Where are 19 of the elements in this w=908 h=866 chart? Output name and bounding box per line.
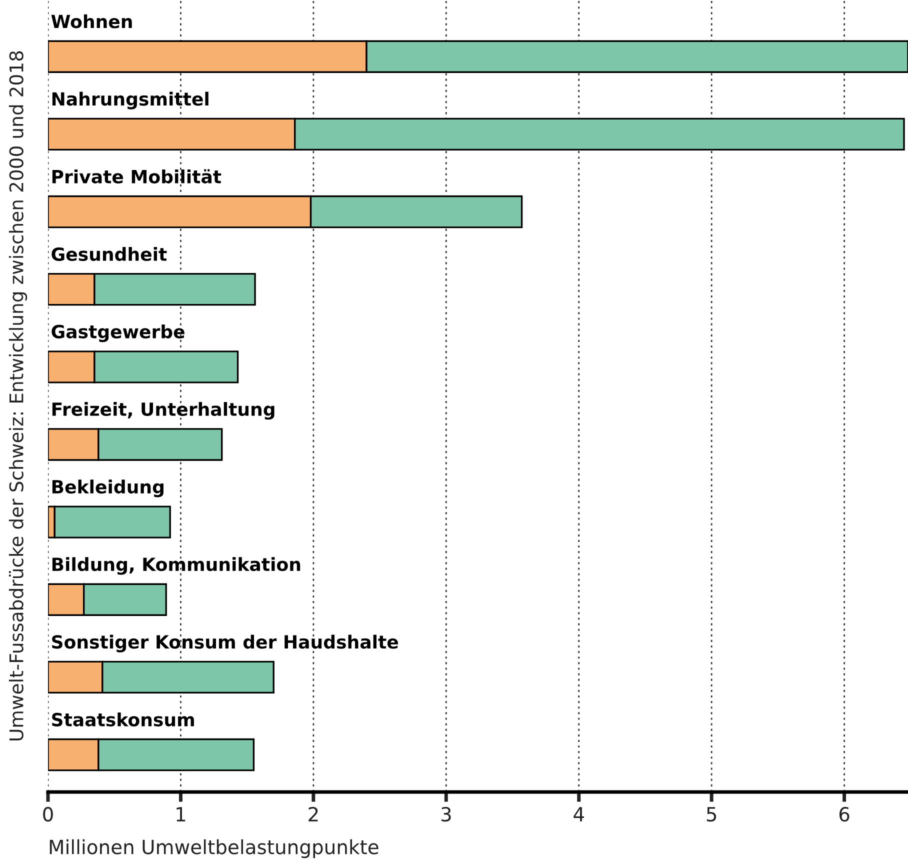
x-tick-label: 3 (441, 806, 451, 822)
y-axis-title: Umwelt-Fussabdrücke der Schweiz: Entwicklung zwischen 2000 und 2018 (8, 51, 28, 740)
y-tick-label: Private Mobilität (52, 169, 222, 184)
x-tick-label: 4 (574, 807, 584, 822)
y-tick-label: Gesundheit (52, 247, 167, 262)
x-tick-label: 6 (839, 806, 850, 822)
y-tick-label: Bekleidung (52, 480, 164, 498)
x-tick-label: 0 (43, 806, 53, 822)
x-tick-label: 1 (176, 807, 186, 822)
y-tick-label: Sonstiger Konsum der Haudshalte (52, 634, 398, 652)
y-tick-label: Staatskonsum (52, 712, 194, 726)
x-axis-title: Millionen Umweltbelastungpunkte (50, 839, 378, 858)
x-tick-label: 2 (308, 806, 318, 822)
y-tick-label: Freizeit, Unterhaltung (52, 402, 274, 420)
y-tick-label: Bildung, Kommunikation (52, 557, 300, 575)
y-tick-label: Nahrungsmittel (52, 92, 208, 110)
x-tick-label: 5 (706, 807, 716, 822)
y-tick-label: Wohnen (51, 14, 132, 28)
y-tick-label: Gastgewerbe (52, 324, 184, 342)
